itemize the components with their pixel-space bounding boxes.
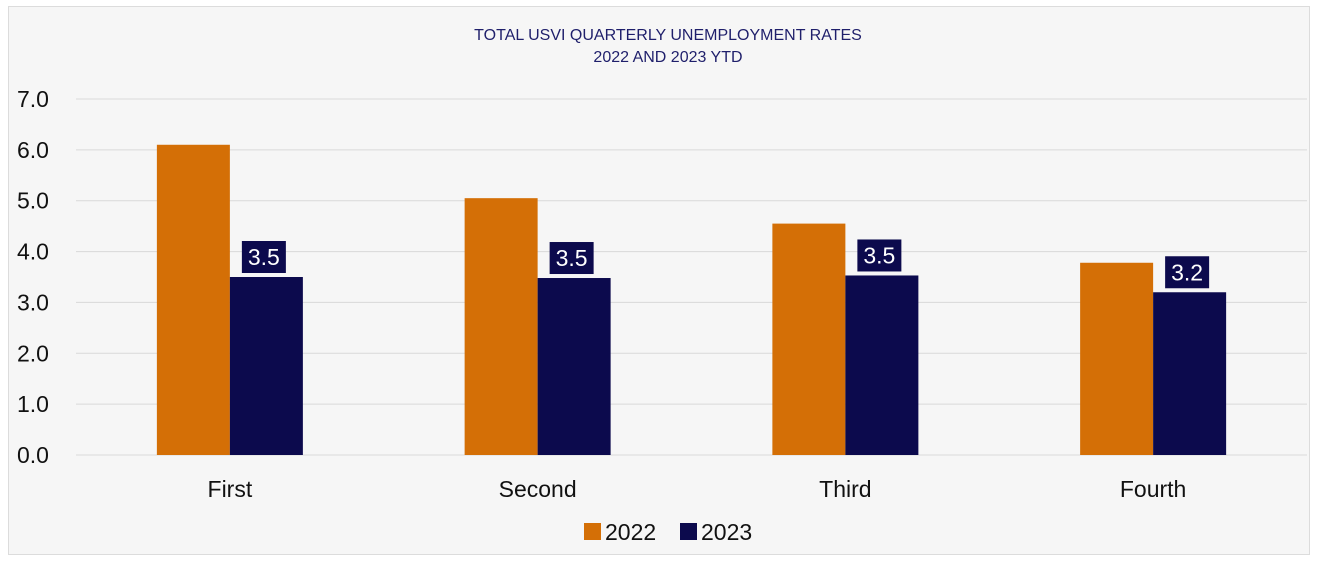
y-tick-label: 5.0 xyxy=(17,188,49,214)
bar-2022-first xyxy=(156,144,230,455)
y-tick-label: 2.0 xyxy=(17,340,49,366)
legend-swatch-2023 xyxy=(680,523,697,540)
x-axis-category-labels: First Second Third Fourth xyxy=(208,476,1187,502)
legend-swatch-2022 xyxy=(584,523,601,540)
legend: 2022 2023 xyxy=(584,519,752,545)
legend-label-2022: 2022 xyxy=(605,519,656,545)
y-tick-label: 1.0 xyxy=(17,391,49,417)
data-label: 3.5 xyxy=(248,244,280,270)
bar-2022-third xyxy=(772,223,846,455)
bar-2023-fourth xyxy=(1153,292,1227,455)
data-label: 3.2 xyxy=(1171,259,1203,285)
y-tick-label: 6.0 xyxy=(17,137,49,163)
x-tick-label: Third xyxy=(819,476,871,502)
chart-subtitle: 2022 AND 2023 YTD xyxy=(593,49,742,66)
data-label-box xyxy=(241,241,286,273)
x-tick-label: Fourth xyxy=(1120,476,1186,502)
data-label-box xyxy=(549,242,594,275)
chart-container: TOTAL USVI QUARTERLY UNEMPLOYMENT RATES … xyxy=(8,6,1310,555)
bars xyxy=(156,144,1227,455)
bar-2023-second xyxy=(537,278,611,455)
y-axis-tick-labels: 0.0 1.0 2.0 3.0 4.0 5.0 6.0 7.0 xyxy=(17,86,49,468)
y-tick-label: 3.0 xyxy=(17,289,49,315)
x-tick-label: Second xyxy=(499,476,577,502)
data-label-box xyxy=(857,239,902,272)
bar-2022-fourth xyxy=(1080,262,1154,455)
y-tick-label: 4.0 xyxy=(17,239,49,265)
data-label-box xyxy=(1165,256,1210,289)
chart-title: TOTAL USVI QUARTERLY UNEMPLOYMENT RATES xyxy=(474,27,862,44)
data-label: 3.5 xyxy=(556,245,588,271)
bar-chart: TOTAL USVI QUARTERLY UNEMPLOYMENT RATES … xyxy=(17,27,1307,545)
bar-2023-first xyxy=(229,277,303,455)
data-label: 3.5 xyxy=(863,242,895,268)
y-tick-label: 7.0 xyxy=(17,86,49,112)
bar-2023-third xyxy=(845,275,919,455)
x-tick-label: First xyxy=(208,476,253,502)
legend-label-2023: 2023 xyxy=(701,519,752,545)
bar-2022-second xyxy=(464,198,538,455)
data-labels: 3.5 3.5 3.5 3.2 xyxy=(241,239,1210,289)
y-tick-label: 0.0 xyxy=(17,442,49,468)
